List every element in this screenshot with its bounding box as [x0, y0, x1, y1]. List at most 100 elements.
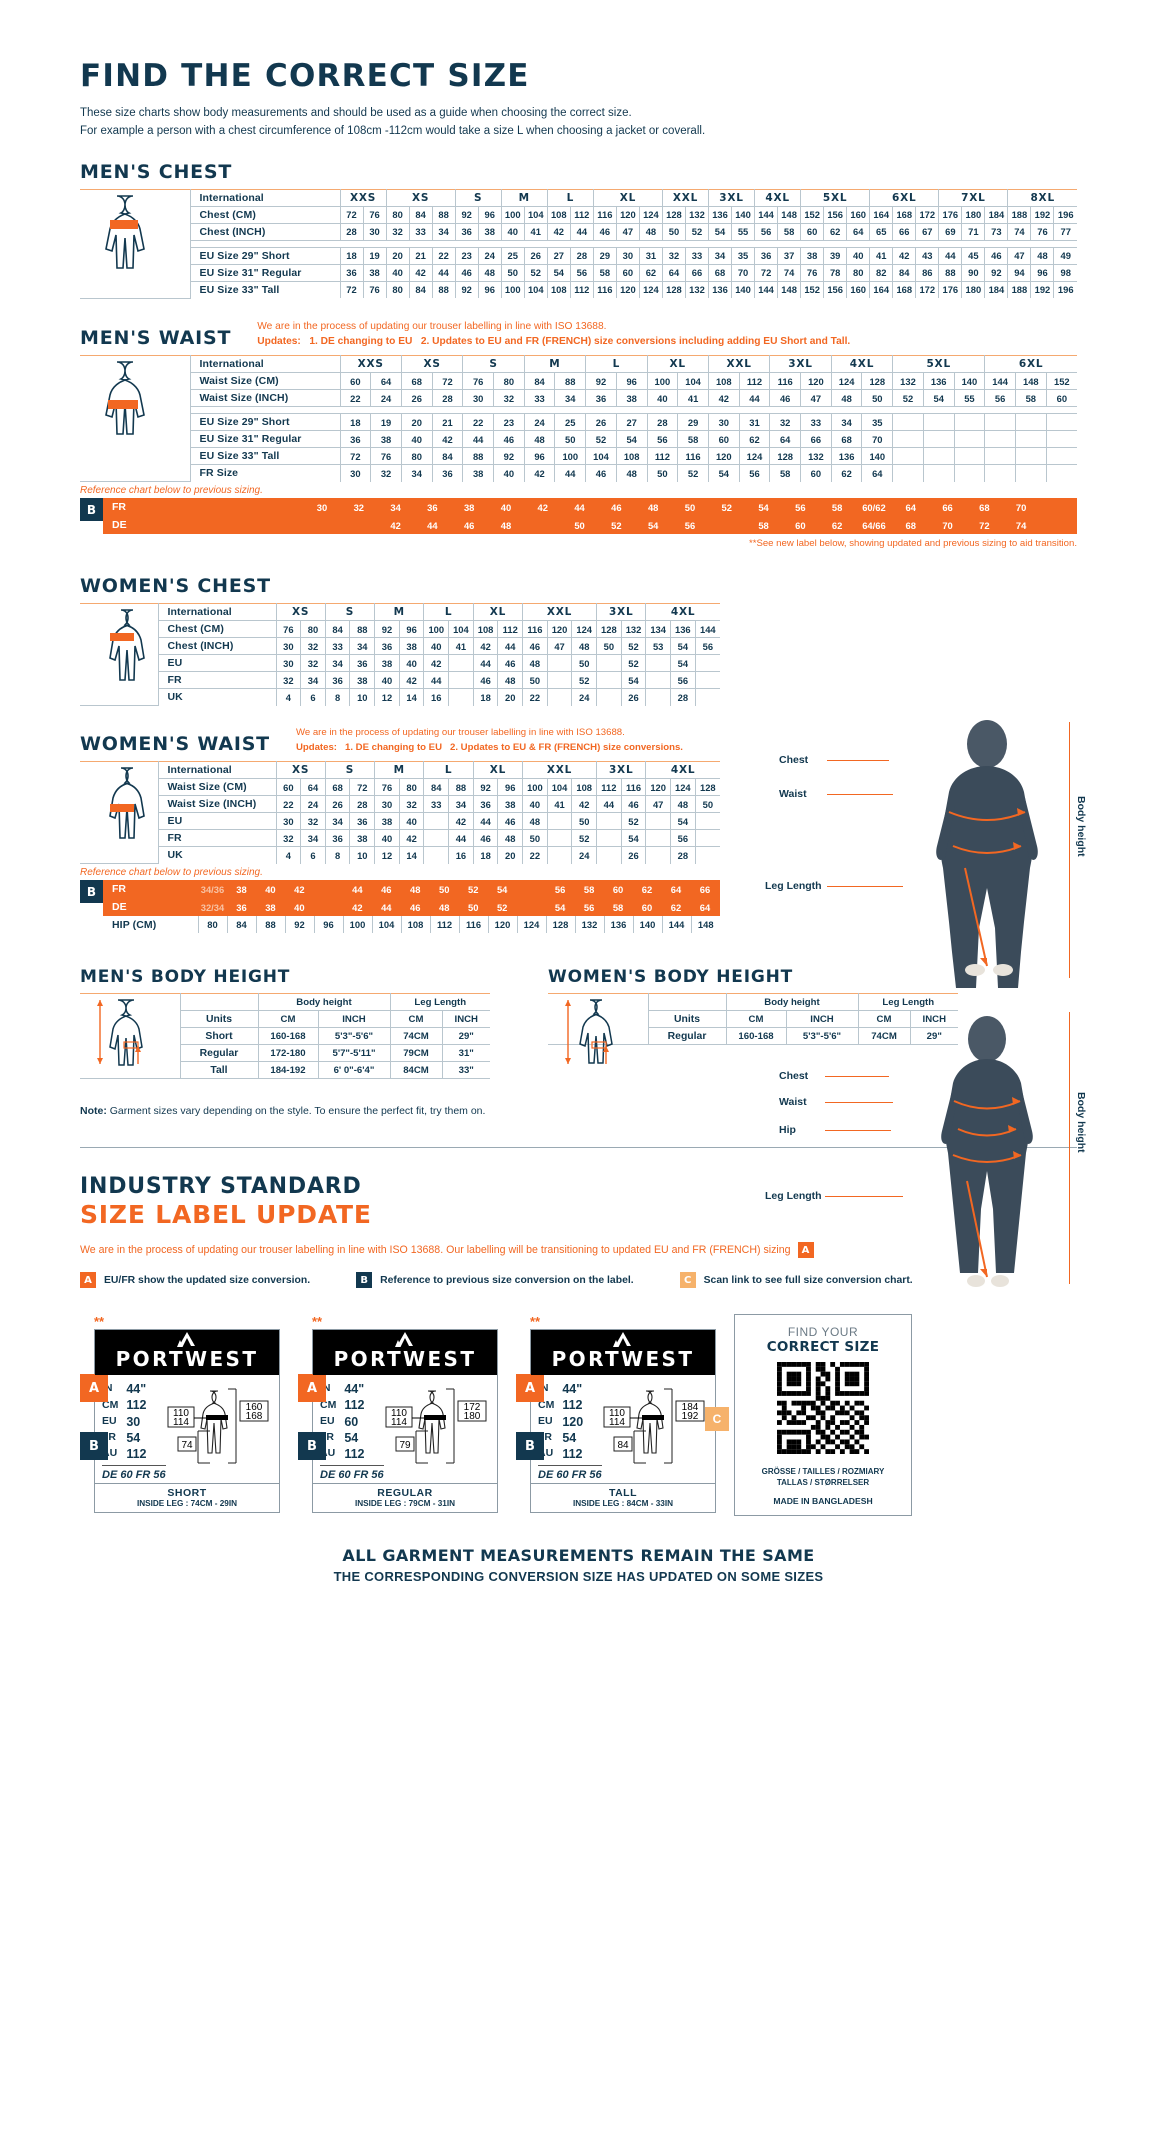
cell: 66	[690, 880, 721, 898]
cell: 88	[432, 206, 456, 224]
unit-cell: INCH	[786, 1010, 859, 1028]
cell: 184-192	[258, 1061, 319, 1079]
size-chart-page: FIND THE CORRECT SIZE These size charts …	[0, 58, 1157, 1584]
waist-highlight	[110, 804, 134, 812]
female-icon	[109, 767, 145, 839]
intro-line-2: For example a person with a chest circum…	[80, 124, 706, 137]
figure-cell	[80, 603, 159, 707]
cell: 29	[677, 413, 709, 432]
cell: 38	[255, 898, 286, 916]
cell: 80	[300, 620, 326, 639]
table-row: DE 42 44 46 48 50 52 54 56 58 60 62 64/66 68 70 72 74	[103, 516, 1077, 535]
cell: 32	[493, 389, 525, 408]
svg-text:168: 168	[245, 1411, 262, 1422]
cell: 108	[401, 916, 431, 933]
unit-cell: CM	[858, 1010, 911, 1028]
qr-code-icon[interactable]	[777, 1362, 869, 1454]
table-row: Short 160-168 5'3"-5'6" 74CM 29"	[80, 1027, 491, 1045]
cell	[340, 516, 378, 535]
waist-highlight	[108, 400, 138, 410]
cell: 120	[645, 778, 671, 796]
cell: 46	[769, 389, 802, 408]
svg-text:184: 184	[681, 1402, 698, 1413]
cell: 140	[731, 281, 756, 299]
cell: 136	[708, 206, 733, 224]
size-group-m: M	[374, 761, 425, 779]
cell: 164	[869, 281, 894, 299]
cell: 48	[639, 223, 663, 241]
cell: 34	[377, 498, 415, 517]
cell: 76	[276, 620, 302, 639]
cell: 40	[284, 898, 315, 916]
cell: 54	[670, 812, 696, 830]
leader-male-waist	[827, 794, 893, 796]
cell: 30	[462, 389, 495, 408]
cell: 80	[399, 778, 425, 796]
cell: 58	[574, 880, 605, 898]
cell: 14	[399, 688, 425, 706]
cell: 88	[349, 620, 376, 639]
cell: 128	[662, 206, 686, 224]
cell: 19	[370, 413, 402, 432]
figure-cell	[80, 761, 159, 864]
cell: 80	[386, 206, 410, 224]
cell: 132	[800, 447, 832, 466]
row-label: Waist Size (INCH)	[158, 795, 277, 813]
cell: 132	[892, 372, 924, 391]
cell: 34	[349, 637, 376, 656]
cell: 36	[340, 264, 364, 282]
cell: 124	[739, 447, 771, 466]
cell: 112	[596, 778, 622, 796]
cell	[266, 516, 305, 535]
cell: 36	[349, 654, 376, 673]
mens-waist-heading: MEN'S WAIST	[80, 327, 232, 350]
cell: 54	[670, 637, 696, 656]
table-row: FR 34/36 38 40 42 44 46 48 50 52 54 56 58 60 62 64 66	[103, 880, 721, 898]
row-gap	[190, 406, 1077, 415]
cell: 42	[547, 223, 571, 241]
cell: 44	[570, 223, 594, 241]
cell: 164	[869, 206, 894, 224]
cell: 42	[524, 464, 556, 482]
cell: 58	[1015, 389, 1047, 408]
cell: 54	[745, 498, 783, 517]
cell: 48	[670, 795, 696, 813]
cell: 32	[300, 812, 326, 830]
cell: 116	[621, 778, 647, 796]
cell	[596, 846, 622, 864]
label-value: 44"	[344, 1382, 365, 1396]
female-body-height-bracket	[1069, 1012, 1071, 1284]
label-side-badges: A B	[80, 1374, 108, 1460]
cell: 108	[616, 447, 648, 466]
cell: 100	[501, 281, 525, 299]
size-group-6xl: 6XL	[984, 355, 1077, 374]
cell	[984, 447, 1016, 466]
cell: 116	[593, 281, 617, 299]
qr-scan-card[interactable]: C FIND YOUR CORRECT SIZE GRÖSSE / TAILLE…	[705, 1314, 912, 1516]
cell: 116	[459, 916, 489, 933]
cell: 42	[342, 898, 373, 916]
intro-text: These size charts show body measurements…	[80, 105, 1077, 141]
cell: 120	[547, 620, 573, 639]
cell	[708, 516, 746, 535]
cell	[695, 829, 720, 847]
cell: 8	[325, 846, 351, 864]
cell: 136	[831, 447, 863, 466]
cell: 68	[401, 372, 433, 391]
updates-label-women: Updates:	[295, 741, 337, 753]
cell: 44	[497, 637, 524, 656]
cell: 29"	[442, 1027, 491, 1045]
cell: 44	[448, 829, 474, 847]
cell: 32	[340, 498, 378, 517]
cell: 82	[869, 264, 894, 282]
cell: 56	[984, 389, 1016, 408]
cell: 47	[547, 637, 573, 656]
size-group-l: L	[423, 603, 474, 622]
cell: 24	[571, 688, 598, 706]
row-label: Chest (CM)	[158, 620, 277, 639]
cell: 156	[823, 281, 848, 299]
row-label: Short	[180, 1027, 259, 1045]
cell	[892, 447, 924, 466]
cell: 176	[938, 206, 963, 224]
